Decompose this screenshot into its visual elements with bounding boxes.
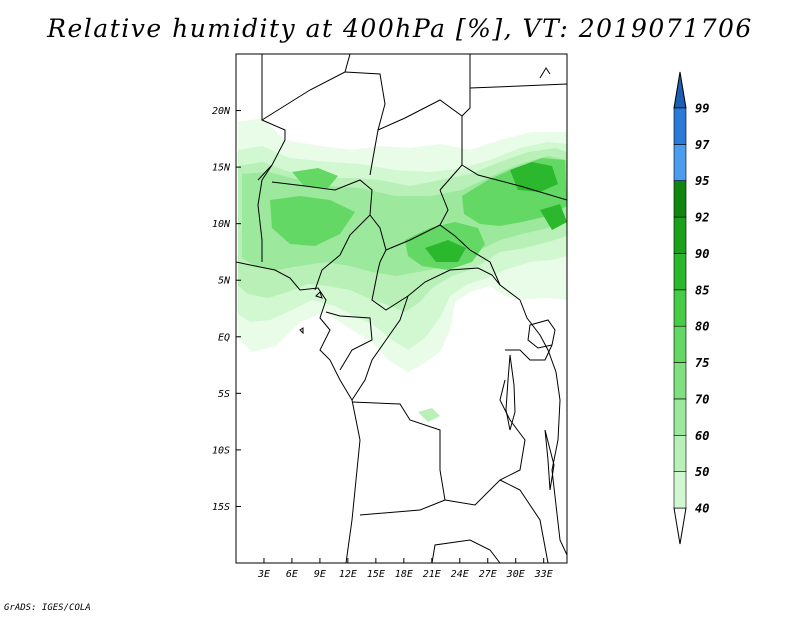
lake-malawi bbox=[544, 429, 555, 491]
colorbar-label: 50 bbox=[695, 465, 709, 479]
colorbar-bin bbox=[673, 107, 687, 145]
lat-tick-label: 10S bbox=[212, 445, 230, 456]
country-border bbox=[261, 54, 351, 121]
country-border bbox=[371, 261, 521, 311]
political-boundaries bbox=[236, 54, 567, 563]
colorbar: 40 50 60 70 75 80 85 90 92 95 97 99 bbox=[673, 71, 710, 545]
colorbar-bin bbox=[673, 253, 687, 291]
colorbar-bin bbox=[673, 471, 687, 509]
country-border bbox=[444, 379, 526, 506]
humidity-region-80 bbox=[292, 168, 338, 188]
chart-title: Relative humidity at 400hPa [%], VT: 201… bbox=[47, 14, 753, 43]
island bbox=[315, 291, 323, 299]
lon-tick-label: 33E bbox=[534, 569, 553, 580]
colorbar-label: 95 bbox=[695, 174, 709, 188]
humidity-region-90 bbox=[510, 162, 558, 192]
colorbar-label: 70 bbox=[695, 392, 709, 406]
colorbar-label: 90 bbox=[695, 247, 709, 261]
latitude-axis: 20N 15N 10N 5N EQ 5S 10S 15S bbox=[212, 106, 241, 513]
country-border bbox=[257, 54, 286, 181]
lat-tick-label: 20N bbox=[212, 106, 231, 117]
humidity-field bbox=[238, 118, 567, 422]
country-border bbox=[499, 479, 549, 563]
lake-victoria bbox=[527, 319, 556, 349]
colorbar-label: 97 bbox=[695, 138, 710, 152]
lake-tanganyika bbox=[505, 354, 516, 431]
map-frame bbox=[235, 53, 568, 564]
colorbar-bin bbox=[673, 362, 687, 400]
humidity-region-80 bbox=[270, 196, 355, 246]
country-border bbox=[314, 214, 371, 291]
lon-tick-label: 24E bbox=[451, 569, 469, 580]
colorbar-label: 92 bbox=[695, 211, 709, 225]
country-border bbox=[505, 344, 553, 361]
lon-tick-label: 21E bbox=[423, 569, 441, 580]
colorbar-bin bbox=[673, 180, 687, 218]
humidity-region-60 bbox=[418, 408, 440, 422]
country-border bbox=[461, 164, 567, 201]
country-border bbox=[431, 539, 501, 563]
country-border bbox=[325, 311, 373, 371]
lon-tick-label: 6E bbox=[286, 569, 298, 580]
lon-tick-label: 15E bbox=[367, 569, 385, 580]
lon-tick-label: 3E bbox=[257, 569, 270, 580]
country-border bbox=[385, 224, 501, 286]
country-border bbox=[271, 179, 387, 263]
humidity-region-90 bbox=[540, 204, 567, 230]
colorbar-bin bbox=[673, 144, 687, 182]
lat-tick-label: 15S bbox=[212, 502, 230, 513]
country-border bbox=[439, 189, 449, 226]
lon-tick-label: 27E bbox=[479, 569, 497, 580]
humidity-region-90 bbox=[425, 240, 466, 262]
colorbar-bin bbox=[673, 216, 687, 254]
lon-tick-label: 18E bbox=[395, 569, 413, 580]
country-border bbox=[351, 401, 446, 516]
colorbar-bin bbox=[673, 325, 687, 363]
longitude-axis: 3E 6E 9E 12E 15E 18E 21E 24E 27E 30E 33E bbox=[257, 558, 553, 580]
country-border bbox=[469, 83, 567, 89]
lat-tick-label: EQ bbox=[218, 332, 230, 343]
country-border bbox=[461, 54, 471, 117]
colorbar-label: 99 bbox=[695, 102, 709, 116]
colorbar-bin bbox=[673, 289, 687, 327]
lon-tick-label: 12E bbox=[339, 569, 357, 580]
colorbar-over-arrow bbox=[673, 71, 687, 109]
colorbar-label: 60 bbox=[695, 429, 709, 443]
lat-tick-label: 5S bbox=[218, 389, 230, 400]
country-border bbox=[257, 164, 273, 262]
coastline bbox=[236, 261, 361, 563]
colorbar-bin bbox=[673, 398, 687, 436]
colorbar-bin bbox=[673, 434, 687, 472]
lon-tick-label: 30E bbox=[506, 569, 525, 580]
lat-tick-label: 5N bbox=[218, 276, 231, 287]
colorbar-label: 80 bbox=[695, 320, 709, 334]
country-border bbox=[377, 99, 463, 191]
lat-tick-label: 10N bbox=[212, 219, 231, 230]
coastline bbox=[519, 299, 567, 556]
colorbar-label: 40 bbox=[695, 502, 709, 516]
colorbar-under-arrow bbox=[673, 507, 687, 545]
colorbar-label: 75 bbox=[695, 356, 709, 370]
country-border bbox=[344, 71, 386, 176]
island bbox=[299, 327, 304, 335]
country-border bbox=[351, 295, 409, 401]
credit-text: GrADS: IGES/COLA bbox=[4, 603, 91, 613]
colorbar-label: 85 bbox=[695, 283, 709, 297]
red-sea-coast bbox=[539, 67, 551, 79]
lat-tick-label: 15N bbox=[212, 163, 231, 174]
lon-tick-label: 9E bbox=[314, 569, 326, 580]
